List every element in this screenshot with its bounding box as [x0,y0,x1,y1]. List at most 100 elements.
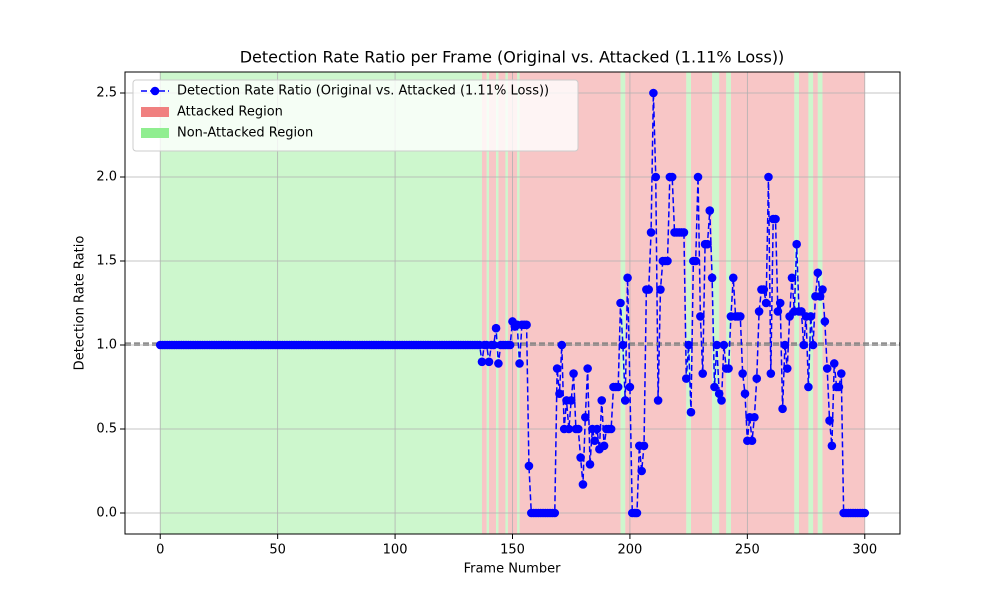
data-point [766,369,776,378]
data-point [829,359,839,368]
data-point [623,273,632,283]
x-axis-label: Frame Number [464,562,562,577]
data-point [764,172,773,182]
data-point [484,357,494,367]
region-span [817,72,823,534]
region-span [686,72,691,534]
data-point [592,424,602,434]
data-point [698,369,708,378]
data-point [703,239,712,249]
data-point [806,312,816,321]
data-point [684,340,693,350]
legend-marker [150,86,160,96]
data-point [597,396,607,405]
legend-label: Attacked Region [177,105,283,120]
data-point [747,436,757,446]
data-point [681,374,691,383]
data-point [818,285,827,294]
data-point [639,441,649,451]
region-span [690,72,713,534]
legend-label: Detection Rate Ratio (Original vs. Attac… [177,84,549,99]
region-span [505,72,508,534]
data-point [651,172,661,182]
data-point [773,307,783,316]
y-tick-label: 1.5 [96,254,117,269]
data-point [477,357,487,367]
data-point [555,389,564,399]
region-span [799,72,809,534]
data-point [656,285,665,294]
data-point [834,382,844,392]
y-axis-label: Detection Rate Ratio [73,236,88,371]
data-point [557,340,567,350]
data-point [736,312,745,321]
data-point [566,396,576,405]
x-tick-label: 100 [383,543,408,558]
data-point [815,291,825,301]
data-point [494,359,503,368]
data-point [780,340,790,350]
data-point [707,273,717,283]
data-point [836,369,846,378]
data-point [573,424,583,434]
data-point [822,364,832,373]
y-tick-label: 2.5 [96,86,117,101]
x-tick-label: 50 [269,543,286,558]
data-point [581,412,590,422]
data-point [625,382,635,392]
region-span [813,72,818,534]
data-point [606,424,616,434]
data-point [667,172,677,182]
data-point [576,453,585,462]
data-point [637,466,646,476]
data-point [759,285,769,294]
legend-box [132,79,579,152]
data-point [752,374,762,383]
data-point [705,206,715,215]
legend-label: Non-Attacked Region [177,126,313,141]
data-point [569,369,578,378]
region-span [808,72,814,534]
data-point [491,323,501,333]
data-point [691,256,700,266]
data-point [827,441,837,451]
data-point [653,396,663,405]
data-point [710,382,719,392]
region-span [517,72,520,534]
region-span [719,72,727,534]
data-point [663,256,672,266]
y-tick-label: 1.0 [96,338,117,353]
data-point [740,389,750,399]
data-point [679,228,689,237]
region-span [822,72,865,534]
data-point [728,273,738,283]
x-tick-label: 150 [500,543,525,558]
data-point [693,172,703,182]
region-span [486,72,490,534]
legend: Detection Rate Ratio (Original vs. Attac… [132,79,579,152]
data-point [754,307,764,316]
data-point [550,508,560,518]
region-span [489,72,497,534]
data-point [761,298,771,308]
data-point [616,298,625,308]
data-point [787,273,797,283]
legend-patch [141,107,169,117]
x-tick-label: 200 [618,543,643,558]
data-point [620,396,630,405]
data-point [585,459,595,469]
data-point [583,364,592,373]
data-point [564,424,574,434]
data-point [804,382,813,392]
data-point [649,88,658,98]
region-span [794,72,800,534]
region-span [712,72,720,534]
data-point [489,340,499,350]
data-point [618,340,628,350]
data-point [613,382,623,392]
data-point [724,364,733,373]
y-tick-label: 0.0 [96,506,117,521]
x-tick-label: 250 [735,543,760,558]
